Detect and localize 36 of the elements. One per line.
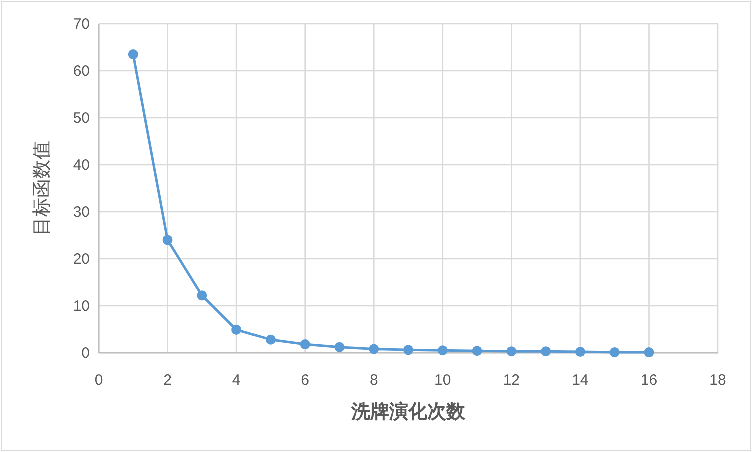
x-axis-title: 洗牌演化次数 — [350, 401, 466, 423]
y-tick-label: 10 — [73, 298, 90, 315]
point — [300, 340, 310, 350]
point — [197, 290, 208, 301]
y-tick-label: 30 — [73, 204, 90, 221]
point — [334, 342, 345, 352]
x-tick-label: 18 — [710, 372, 726, 389]
x-tick-label: 8 — [370, 372, 378, 389]
point — [404, 345, 414, 356]
y-tick-label: 20 — [73, 251, 90, 268]
point — [438, 346, 448, 356]
x-tick-label: 12 — [503, 372, 520, 389]
x-tick-label: 10 — [434, 372, 452, 389]
point — [128, 50, 138, 60]
y-tick-label: 50 — [73, 110, 90, 127]
x-tick-label: 0 — [94, 372, 104, 389]
x-tick-label: 14 — [572, 372, 589, 389]
point — [472, 346, 482, 356]
x-tick-label: 4 — [232, 372, 241, 389]
point — [575, 347, 586, 358]
y-tick-label: 70 — [73, 16, 90, 33]
point — [162, 235, 173, 246]
point — [506, 346, 517, 357]
point — [369, 344, 380, 354]
point — [644, 348, 654, 358]
y-tick-label: 0 — [82, 345, 90, 362]
y-tick-label: 60 — [73, 63, 90, 80]
point — [610, 348, 620, 358]
x-tick-label: 6 — [301, 372, 310, 389]
y-tick-label: 40 — [73, 157, 90, 174]
point — [232, 324, 242, 335]
x-tick-label: 16 — [640, 372, 658, 389]
y-axis-title: 目标函数值 — [31, 141, 53, 236]
point — [266, 334, 276, 345]
point — [541, 346, 552, 357]
x-tick-label: 2 — [164, 372, 172, 389]
